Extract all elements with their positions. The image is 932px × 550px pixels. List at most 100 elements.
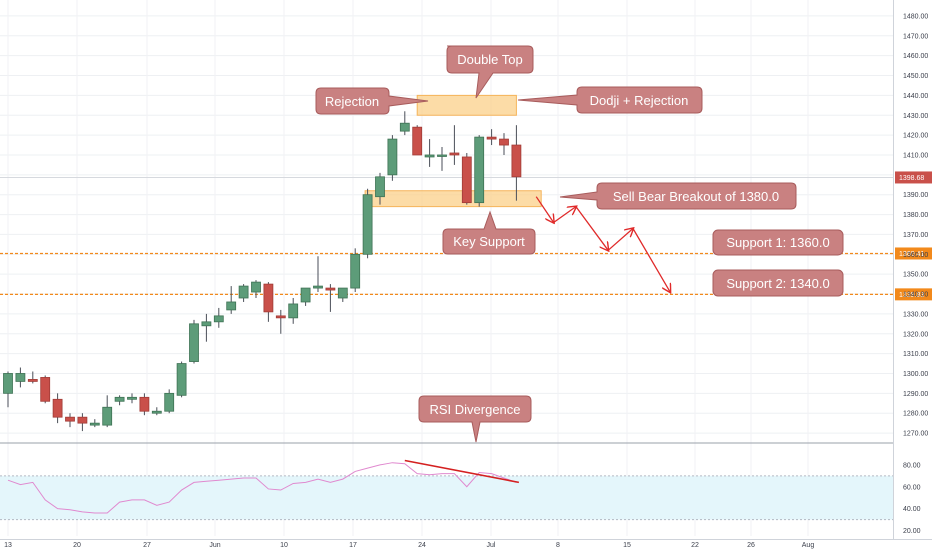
sell-breakout-label: Sell Bear Breakout of 1380.0 bbox=[613, 189, 779, 204]
x-tick-label: 15 bbox=[623, 542, 631, 549]
x-tick-label: 20 bbox=[73, 542, 81, 549]
rsi-line bbox=[7, 462, 517, 514]
double-top-label: Double Top bbox=[457, 52, 523, 67]
candle-body bbox=[387, 138, 398, 176]
candle-body bbox=[164, 392, 175, 412]
candle-body bbox=[449, 152, 460, 156]
rsi-pane: 80.00 60.00 40.00 20.00 bbox=[0, 442, 921, 535]
candle-body bbox=[226, 301, 237, 311]
y-tick-label: 1300.00 bbox=[903, 371, 928, 378]
candle-body bbox=[362, 194, 373, 255]
candle-body bbox=[313, 285, 323, 289]
candle-body bbox=[474, 136, 485, 204]
y-tick-label: 1280.00 bbox=[903, 411, 928, 418]
y-tick-label: 1350.00 bbox=[903, 272, 928, 279]
zone-box bbox=[364, 190, 542, 208]
candles bbox=[3, 111, 522, 432]
projection-arrow bbox=[535, 196, 553, 223]
projection-arrow bbox=[553, 207, 576, 224]
candle-body bbox=[213, 315, 224, 323]
zone-box bbox=[416, 94, 517, 116]
last-price-label: 1398.68 bbox=[899, 175, 924, 182]
candle-body bbox=[375, 176, 385, 198]
projection-arrow bbox=[632, 228, 670, 292]
candle-body bbox=[139, 396, 150, 412]
y-tick-label: 1330.00 bbox=[903, 311, 928, 318]
candle-body bbox=[437, 154, 447, 157]
y-tick-label: 1430.00 bbox=[903, 113, 928, 120]
y-tick-label: 1320.00 bbox=[903, 331, 928, 338]
x-tick-label: 17 bbox=[349, 542, 357, 549]
y-tick-label: 1360.00 bbox=[903, 252, 928, 259]
rsi-divergence-line bbox=[404, 459, 520, 484]
support-price-tag bbox=[895, 247, 932, 260]
zones bbox=[364, 94, 542, 208]
sell-breakout-callout: Sell Bear Breakout of 1380.0 bbox=[559, 182, 797, 210]
y-tick-label: 1480.00 bbox=[903, 13, 928, 20]
candle-body bbox=[52, 398, 63, 418]
support2-label: Support 2: 1340.0 bbox=[726, 276, 829, 291]
projection-arrows bbox=[535, 196, 670, 292]
grid bbox=[0, 0, 893, 536]
rsi-band bbox=[0, 475, 893, 520]
y-tick-label: 1420.00 bbox=[903, 133, 928, 140]
rejection-label: Rejection bbox=[325, 94, 379, 109]
projection-arrow bbox=[575, 206, 608, 251]
candle-body bbox=[238, 285, 249, 299]
y-tick-label: 1380.00 bbox=[903, 212, 928, 219]
candle-body bbox=[15, 373, 26, 382]
candle-body bbox=[127, 396, 137, 400]
y-tick-label: 1270.00 bbox=[903, 431, 928, 438]
rsi-divergence-callout: RSI Divergence bbox=[418, 395, 532, 443]
candle-body bbox=[77, 416, 88, 424]
candle-body bbox=[350, 253, 361, 289]
rsi-tick-label: 40.00 bbox=[903, 506, 921, 513]
candle-body bbox=[461, 156, 472, 204]
support1-callout: Support 1: 1360.0 bbox=[712, 229, 844, 256]
double-top-callout: Double Top bbox=[446, 45, 534, 99]
candle-body bbox=[40, 377, 51, 402]
candle-body bbox=[201, 321, 212, 327]
x-tick-label: 24 bbox=[418, 542, 426, 549]
x-tick-label: Jul bbox=[487, 542, 496, 549]
y-tick-label: 1440.00 bbox=[903, 93, 928, 100]
x-tick-label: 10 bbox=[280, 542, 288, 549]
y-tick-label: 1310.00 bbox=[903, 351, 928, 358]
x-tick-label: 27 bbox=[143, 542, 151, 549]
rsi-tick-label: 60.00 bbox=[903, 484, 921, 491]
y-tick-label: 1290.00 bbox=[903, 391, 928, 398]
y-tick-label: 1340.00 bbox=[903, 292, 928, 299]
x-tick-label: 22 bbox=[691, 542, 699, 549]
candle-body bbox=[114, 396, 125, 402]
x-tick-label: Jun bbox=[209, 542, 220, 549]
candle-body bbox=[288, 303, 299, 319]
support1-label: Support 1: 1360.0 bbox=[726, 235, 829, 250]
last-price-tag bbox=[895, 171, 932, 184]
rejection-callout: Rejection bbox=[315, 87, 429, 115]
candle-body bbox=[89, 422, 100, 426]
candle-body bbox=[325, 287, 336, 291]
candle-body bbox=[399, 122, 410, 132]
y-tick-label: 1370.00 bbox=[903, 232, 928, 239]
candle-body bbox=[176, 363, 187, 396]
candle-body bbox=[65, 416, 75, 422]
candle-body bbox=[511, 144, 522, 178]
annotations: Double Top Rejection Dodji + Rejection S… bbox=[315, 45, 844, 443]
candle-body bbox=[189, 323, 199, 362]
rsi-tick-label: 20.00 bbox=[903, 528, 921, 535]
candle-body bbox=[424, 154, 435, 158]
candle-body bbox=[486, 136, 497, 140]
projection-arrow bbox=[607, 228, 633, 251]
y-tick-label: 1390.00 bbox=[903, 192, 928, 199]
y-tick-label: 1460.00 bbox=[903, 53, 928, 60]
candle-body bbox=[337, 287, 348, 299]
x-tick-label: 8 bbox=[556, 542, 560, 549]
x-tick-label: 26 bbox=[747, 542, 755, 549]
candle-body bbox=[102, 406, 113, 426]
candle-body bbox=[275, 315, 286, 319]
x-tick-label: 13 bbox=[4, 542, 12, 549]
candle-body bbox=[300, 287, 311, 303]
support-price-label: 1360.41 bbox=[899, 251, 924, 258]
